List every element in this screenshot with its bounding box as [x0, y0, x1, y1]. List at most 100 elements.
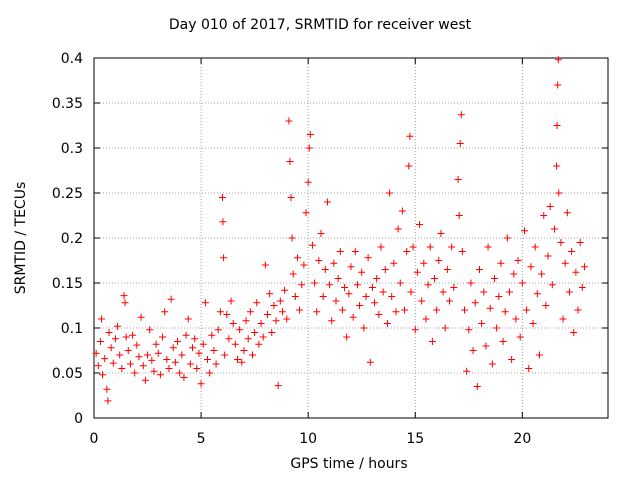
data-point — [568, 248, 576, 255]
data-point — [456, 140, 464, 147]
data-point — [413, 268, 421, 276]
data-point — [96, 338, 104, 345]
data-point — [516, 333, 524, 341]
data-point — [424, 281, 432, 289]
data-point — [154, 349, 162, 357]
x-tick-label: 15 — [406, 431, 424, 447]
data-point — [508, 356, 516, 363]
data-point — [317, 230, 325, 237]
data-point — [296, 306, 304, 314]
data-point — [409, 243, 417, 251]
data-point — [531, 243, 539, 251]
data-point — [248, 351, 256, 359]
data-point — [431, 275, 439, 282]
data-point — [253, 299, 261, 307]
data-point — [197, 380, 205, 388]
data-point — [446, 297, 454, 305]
data-point — [287, 194, 295, 201]
data-point — [336, 248, 344, 255]
data-point — [129, 331, 137, 339]
data-point — [233, 356, 241, 363]
data-point — [538, 270, 546, 278]
data-point — [124, 347, 132, 354]
data-point — [553, 122, 561, 129]
data-point — [437, 230, 445, 237]
data-point — [104, 397, 112, 405]
data-point — [520, 227, 528, 235]
data-point — [450, 284, 458, 291]
data-point — [240, 347, 248, 354]
y-tick-label: 0.2 — [61, 231, 83, 247]
data-point — [422, 315, 430, 323]
data-point — [561, 259, 569, 267]
data-point — [435, 257, 443, 264]
data-point — [244, 335, 252, 343]
x-tick-label: 20 — [513, 431, 531, 447]
data-point — [383, 320, 391, 327]
data-point — [458, 248, 466, 255]
data-point — [550, 225, 558, 233]
data-point — [137, 313, 145, 321]
x-tick-label: 5 — [197, 431, 206, 447]
data-point — [281, 286, 289, 294]
data-point — [116, 351, 124, 359]
data-point — [443, 266, 451, 273]
data-point — [373, 275, 381, 282]
data-point — [553, 162, 561, 170]
data-point — [276, 297, 284, 305]
data-point — [308, 241, 316, 249]
data-point — [266, 290, 274, 298]
data-point — [330, 259, 338, 267]
y-tick-label: 0.1 — [61, 321, 83, 337]
data-point — [358, 268, 366, 276]
data-point — [467, 279, 475, 287]
data-point — [349, 313, 357, 321]
data-point — [182, 331, 190, 339]
data-point — [121, 299, 129, 307]
data-point — [557, 239, 565, 246]
data-point — [291, 293, 299, 300]
data-point — [107, 344, 115, 352]
data-point — [480, 288, 488, 296]
data-point — [454, 176, 462, 183]
data-point — [570, 329, 578, 336]
data-point — [236, 326, 244, 334]
data-point — [375, 311, 383, 318]
data-point — [379, 288, 387, 296]
data-point — [300, 261, 308, 269]
data-point — [227, 297, 235, 305]
data-point — [362, 293, 370, 300]
data-point — [286, 158, 294, 165]
data-point — [486, 304, 494, 312]
data-point — [366, 358, 374, 366]
data-point — [433, 306, 441, 314]
data-point — [386, 189, 394, 197]
data-point — [565, 288, 573, 296]
data-point — [242, 317, 250, 325]
data-point — [461, 306, 469, 314]
data-point — [144, 351, 152, 359]
data-point — [351, 248, 359, 255]
data-point — [360, 324, 368, 332]
data-point — [257, 320, 265, 327]
data-point — [411, 326, 419, 334]
y-tick-label: 0.3 — [61, 141, 83, 157]
data-point — [328, 317, 336, 325]
data-point — [221, 351, 229, 359]
data-point — [554, 81, 562, 89]
data-point — [223, 311, 231, 318]
data-point — [251, 329, 259, 336]
data-point — [133, 341, 141, 349]
data-point — [401, 306, 409, 314]
data-point — [302, 209, 310, 217]
x-tick-label: 0 — [90, 431, 99, 447]
axis-ticks: 0 0.05 0.1 0.15 0.2 0.25 0.3 0.35 0.4 0 5 10 15 20 — [52, 51, 608, 447]
data-point — [576, 239, 584, 246]
y-tick-label: 0.25 — [52, 186, 83, 202]
data-point — [270, 302, 278, 309]
data-point — [161, 308, 169, 316]
data-point — [293, 254, 301, 262]
data-point — [246, 308, 254, 316]
data-point — [497, 259, 505, 267]
chart-title: Day 010 of 2017, SRMTID for receiver wes… — [168, 17, 472, 33]
